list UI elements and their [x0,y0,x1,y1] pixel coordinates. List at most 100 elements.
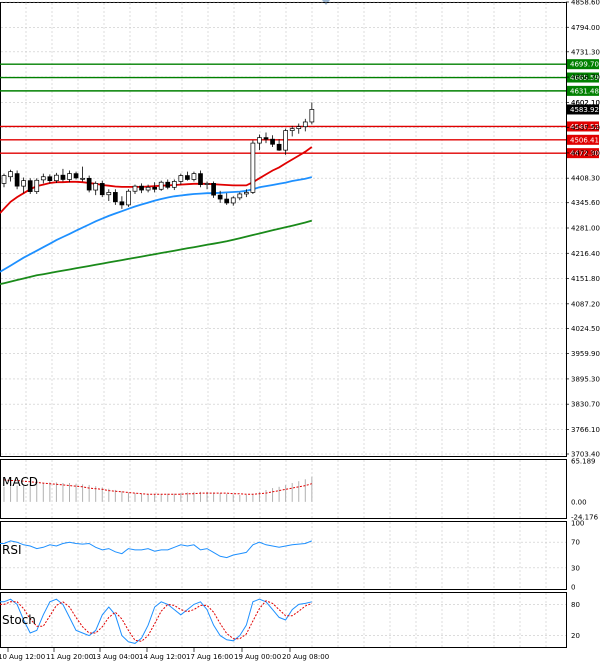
candle-bullish [54,174,59,182]
candle-bullish [244,192,249,195]
candle-bullish [1,175,7,184]
candle-bearish [198,173,203,185]
grid-lines [1,1,566,647]
price-tick-label: 4281.00 [571,225,600,233]
candle-bullish [8,171,13,178]
candle-bullish [257,137,262,144]
price-tick-label: 4024.50 [571,325,600,333]
time-tick-label: 14 Aug 12:00 [139,653,186,661]
candle-bearish [185,175,190,180]
candle-bullish [171,181,177,188]
stoch-axis-label: 80 [571,601,580,609]
price-tick-label: 3895.30 [571,375,600,383]
macd-pane-frame [0,459,567,519]
stoch-pane: 80 20 [0,598,580,644]
candle-bearish [152,186,157,190]
price-tick-label: 3959.90 [571,350,600,358]
candle-bearish [224,198,230,204]
rsi-axis-label: 0 [571,584,575,592]
rsi-line [0,540,312,559]
candlesticks [1,102,315,209]
resistance-level-badge [567,85,599,96]
price-tick-label: 4216.40 [571,250,600,258]
candle-bullish [67,173,72,180]
macd-axis-label: -24.176 [571,514,599,522]
resistance-level-label: 4699.70 [570,61,599,69]
price-axis: 4858.60 4794.00 4731.30 4666.70 4602.10 4537.… [566,0,600,459]
candle-bearish [14,173,20,187]
stoch-k-line [0,598,312,644]
candle-bearish [27,180,33,192]
support-level-badge [567,134,599,145]
candle-bullish [178,175,184,182]
candle-bearish [119,201,125,206]
candle-bullish [80,177,85,180]
candle-bullish [34,179,40,192]
candle-bearish [112,192,118,203]
price-tick-label: 3830.70 [571,401,600,409]
macd-label: MACD [2,475,38,489]
price-tick-label: 4472.90 [571,149,600,157]
candle-bullish [93,183,99,191]
stoch-axis-label: 20 [571,632,580,640]
macd-axis-label: 0.00 [571,498,587,506]
candle-bullish [230,197,236,204]
current-price-badge [567,104,599,115]
macd-axis-label: 65.189 [571,458,596,466]
price-tick-label: 4602.10 [571,99,600,107]
price-tick-label: 4666.70 [571,74,600,82]
candle-bearish [99,183,105,196]
time-tick-label: 13 Aug 04:00 [92,653,139,661]
candle-bearish [60,174,66,180]
candle-bullish [145,186,151,191]
support-level-badge [567,121,599,132]
macd-pane: 65.189 0.00 -24.176 [3,458,599,522]
candle-bearish [276,143,282,151]
candle-bullish [204,183,210,185]
candle-bearish [73,173,79,179]
candle-bullish [283,130,288,151]
price-tick-label: 3703.40 [571,451,600,459]
main-pane-frame [0,2,567,457]
stoch-label: Stoch [2,613,36,627]
resistance-level-badge [567,59,599,70]
candle-bearish [86,177,92,191]
candle-bullish [250,142,256,193]
price-tick-label: 4858.60 [571,0,600,7]
price-tick-label: 3766.10 [571,426,600,434]
macd-signal-line [3,479,312,495]
time-tick-label: 17 Aug 16:00 [186,653,233,661]
ma-slow-line [0,219,313,285]
price-tick-label: 4794.00 [571,24,600,32]
candle-bullish [132,185,138,192]
candle-bullish [191,173,197,180]
candle-bullish [289,128,295,131]
upper-price-label: 4602.10 [571,99,600,107]
price-tick-label: 4345.60 [571,199,600,207]
candle-bullish [21,180,26,187]
candle-bearish [211,183,216,196]
time-tick-label: 10 Aug 12:00 [0,653,45,661]
support-level-badge [567,148,599,159]
support-level-label: 4540.52 [570,123,599,131]
resistance-level-label: 4665.59 [570,74,599,82]
stoch-d-line [0,600,312,642]
price-tick-label: 4087.20 [571,300,600,308]
candle-bullish [302,121,308,128]
time-tick-label: 19 Aug 00:00 [234,653,281,661]
time-tick-label: 20 Aug 08:00 [282,653,329,661]
candle-bullish [296,126,302,129]
support-level-label: 4506.41 [570,136,599,144]
resistance-level-label: 4631.48 [570,87,599,95]
rsi-axis-label: 100 [571,520,584,528]
candle-bearish [270,138,275,145]
candle-bearish [165,181,171,188]
candle-bearish [263,137,269,140]
price-tick-label: 4537.50 [571,124,600,132]
ma-mid-line [0,176,313,273]
candle-bearish [217,194,223,200]
current-price-label: 4583.92 [570,106,599,114]
candle-bearish [139,185,144,191]
